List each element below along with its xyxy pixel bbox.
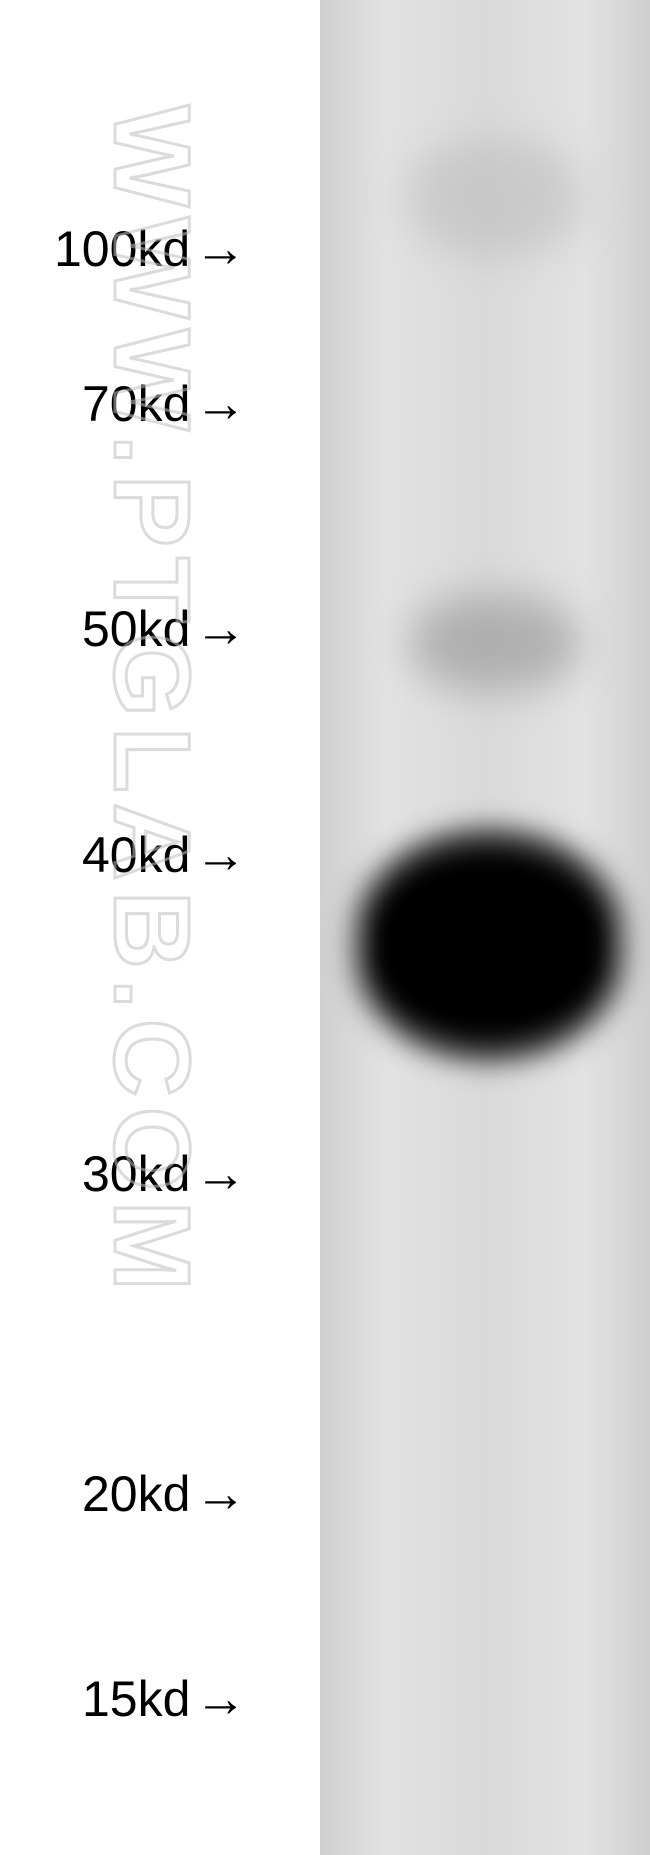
mw-marker-40kd: 40kd→: [82, 826, 246, 884]
marker-text: 50kd: [82, 600, 190, 658]
main-band-core: [378, 858, 600, 1032]
mw-marker-20kd: 20kd→: [82, 1465, 246, 1523]
arrow-icon: →: [194, 1148, 246, 1200]
faint-band: [405, 140, 585, 255]
marker-text: 100kd: [54, 220, 190, 278]
marker-text: 30kd: [82, 1145, 190, 1203]
arrow-icon: →: [194, 1673, 246, 1725]
arrow-icon: →: [194, 1468, 246, 1520]
western-blot-figure: 100kd→70kd→50kd→40kd→30kd→20kd→15kd→ WWW…: [0, 0, 650, 1855]
marker-text: 70kd: [82, 375, 190, 433]
marker-text: 20kd: [82, 1465, 190, 1523]
arrow-icon: →: [194, 829, 246, 881]
mw-marker-15kd: 15kd→: [82, 1670, 246, 1728]
faint-band: [410, 595, 580, 690]
marker-text: 15kd: [82, 1670, 190, 1728]
mw-marker-50kd: 50kd→: [82, 600, 246, 658]
mw-marker-30kd: 30kd→: [82, 1145, 246, 1203]
mw-marker-100kd: 100kd→: [54, 220, 246, 278]
watermark-text: WWW.PTGLAB.COM: [90, 105, 215, 1301]
arrow-icon: →: [194, 603, 246, 655]
arrow-icon: →: [194, 378, 246, 430]
marker-text: 40kd: [82, 826, 190, 884]
arrow-icon: →: [194, 223, 246, 275]
mw-marker-70kd: 70kd→: [82, 375, 246, 433]
